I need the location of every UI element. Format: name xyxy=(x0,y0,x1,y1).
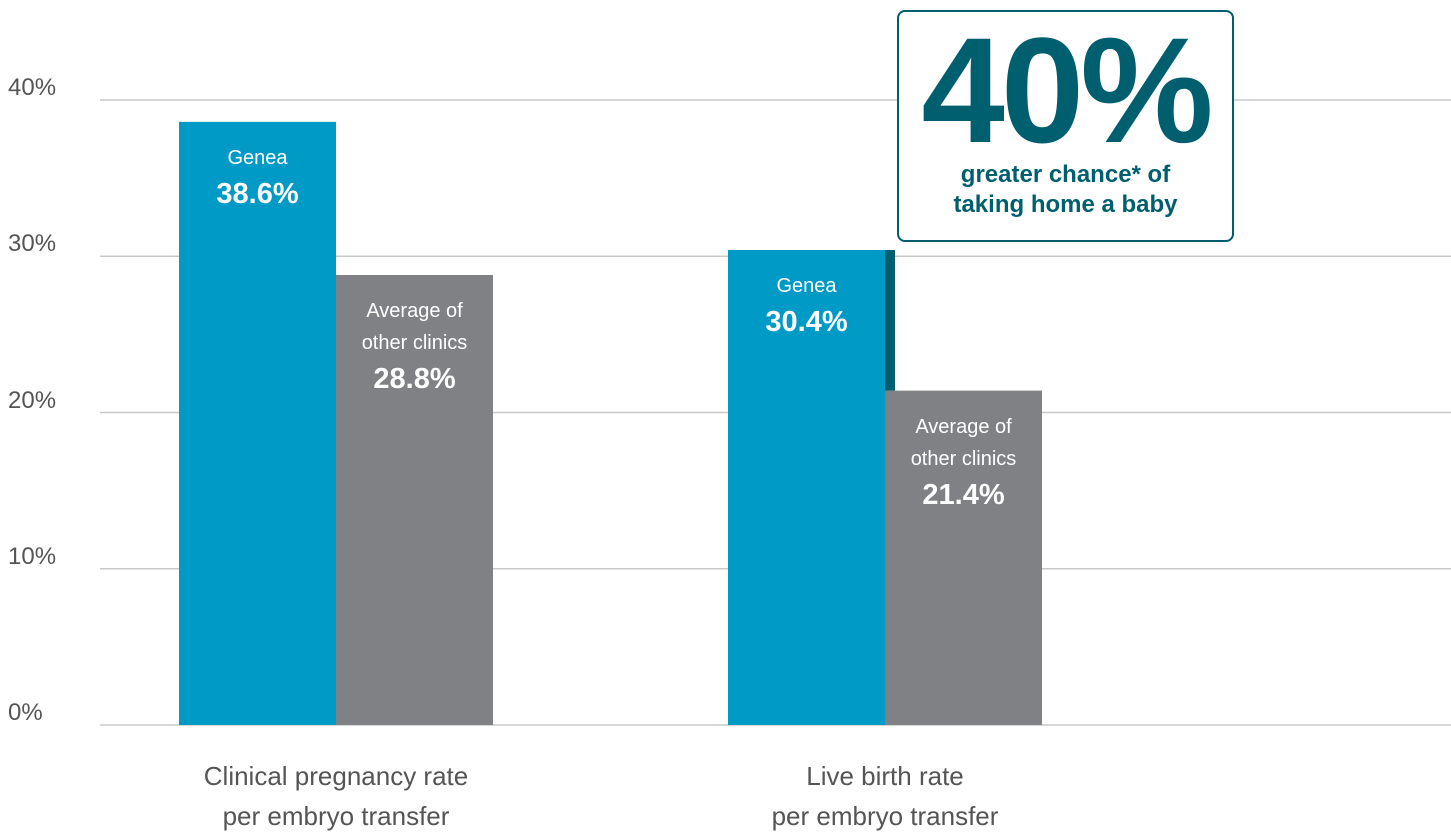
annotation-headline: 40% xyxy=(921,6,1213,174)
bar xyxy=(336,275,493,725)
difference-marker xyxy=(885,250,895,391)
value-label: 21.4% xyxy=(922,478,1005,511)
y-tick-label: 30% xyxy=(8,230,57,258)
value-label: 38.6% xyxy=(216,177,299,210)
annotation-box: 40% greater chance* of taking home a bab… xyxy=(897,10,1234,242)
bar-label: Average of other clinics 28.8% xyxy=(336,295,493,399)
x-tick-label: Clinical pregnancy rate per embryo trans… xyxy=(203,761,469,831)
series-name: Genea xyxy=(776,275,837,297)
bar xyxy=(885,390,1042,725)
bar-label: Average of other clinics 21.4% xyxy=(885,411,1042,515)
series-name: Average of other clinics xyxy=(361,300,468,354)
bar-label: Genea 30.4% xyxy=(728,270,885,342)
annotation-text: greater chance* of taking home a baby xyxy=(953,161,1178,218)
y-tick-label: 40% xyxy=(8,74,57,101)
y-tick-label: 20% xyxy=(8,386,57,414)
y-tick-label: 10% xyxy=(8,542,57,570)
bar xyxy=(179,121,336,725)
bar-label: Genea 38.6% xyxy=(179,142,336,214)
value-label: 30.4% xyxy=(765,306,848,338)
value-label: 28.8% xyxy=(373,363,456,395)
x-tick-label: Live birth rate per embryo transfer xyxy=(771,761,999,831)
bar xyxy=(728,250,885,725)
series-name: Average of other clinics xyxy=(910,415,1017,470)
y-tick-label: 0% xyxy=(8,699,43,726)
series-name: Genea xyxy=(227,146,288,169)
